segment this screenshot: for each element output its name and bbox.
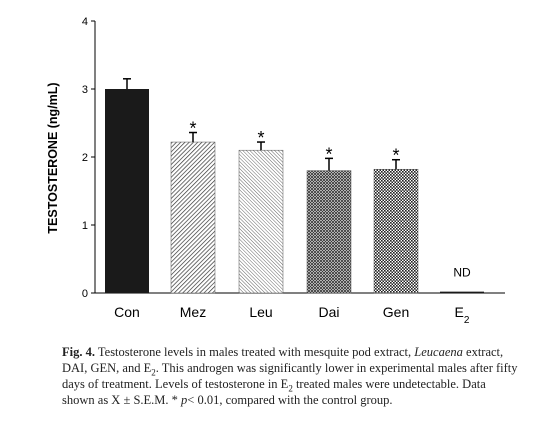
caption-text-2: extract, DAI, GEN, and E <box>62 345 504 375</box>
bar-dai <box>306 170 352 294</box>
significance-asterisk: * <box>325 144 332 164</box>
y-tick-label: 0 <box>82 288 88 300</box>
caption-text-3: . This androgen was significantly lower … <box>62 361 518 391</box>
y-tick-label: 1 <box>82 220 88 232</box>
x-tick-labels: Con Mez Leu Dai Gen E2 <box>114 304 470 326</box>
significance-asterisk: * <box>257 128 264 148</box>
caption-text-4: treated males were undetectable. Data sh… <box>62 377 486 407</box>
bar-mez <box>170 141 216 294</box>
bar-e2 <box>440 291 484 293</box>
x-tick-label: Mez <box>180 304 206 320</box>
y-tick-label: 4 <box>82 16 88 28</box>
bar-gen <box>373 168 419 294</box>
bar-leu <box>238 149 284 294</box>
y-ticks: 0 1 2 3 4 <box>82 16 95 300</box>
significance-asterisk: * <box>189 119 196 139</box>
caption-p: p <box>181 393 188 407</box>
x-tick-label: Leu <box>249 304 272 320</box>
x-tick-label: Con <box>114 304 140 320</box>
not-detected-label: ND <box>453 265 471 279</box>
figure-caption: Fig. 4. Testosterone levels in males tre… <box>62 344 520 408</box>
caption-label: Fig. 4. <box>62 345 95 359</box>
caption-sub-1: 2 <box>151 367 156 378</box>
x-tick-label: E2 <box>455 304 470 326</box>
caption-leucaena: Leucaena <box>414 345 463 359</box>
caption-text-1: Testosterone levels in males treated wit… <box>94 345 415 359</box>
x-tick-label: Gen <box>383 304 409 320</box>
y-tick-label: 2 <box>82 152 88 164</box>
significance-asterisk: * <box>392 146 399 166</box>
testosterone-bar-chart: TESTOSTERONE (ng/mL) 0 1 2 3 4 * * * * ND Con Mez… <box>46 16 505 326</box>
bar-con <box>105 89 149 293</box>
bars: * * * * ND <box>105 78 484 294</box>
caption-text-5: < 0.01, compared with the control group. <box>187 393 393 407</box>
caption-sub-2: 2 <box>288 383 293 394</box>
x-tick-label: Dai <box>318 304 339 320</box>
y-axis-label: TESTOSTERONE (ng/mL) <box>46 82 60 233</box>
y-tick-label: 3 <box>82 84 88 96</box>
